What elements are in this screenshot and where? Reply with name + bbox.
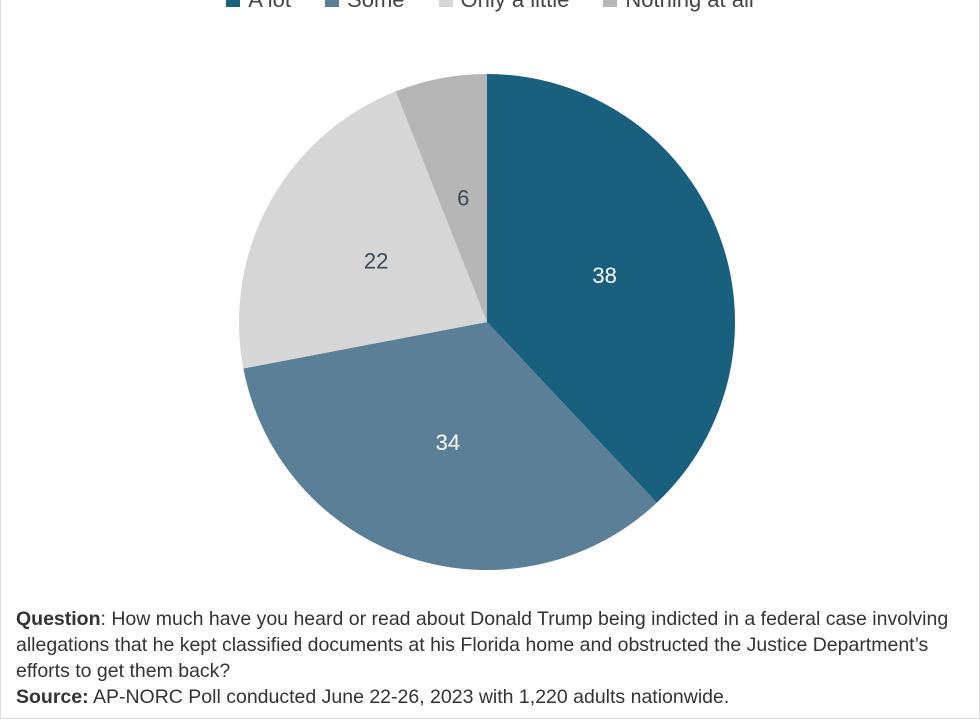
legend-label: Nothing at all bbox=[625, 0, 753, 13]
question-text: : How much have you heard or read about … bbox=[16, 608, 949, 682]
pie-slice-a-lot bbox=[487, 74, 735, 503]
legend-swatch bbox=[438, 0, 453, 7]
slice-label-nothing-at-all: 6 bbox=[457, 185, 469, 210]
legend-label: A lot bbox=[248, 0, 291, 13]
question-label: Question bbox=[16, 608, 101, 630]
legend-swatch bbox=[325, 0, 340, 7]
legend-item-nothing-at-all: Nothing at all bbox=[603, 0, 754, 13]
slice-label-only-a-little: 22 bbox=[364, 249, 388, 274]
legend-swatch bbox=[226, 0, 241, 7]
question-note: Question: How much have you heard or rea… bbox=[16, 606, 971, 684]
legend-label: Some bbox=[347, 0, 404, 13]
pie-slice-nothing-at-all bbox=[395, 74, 487, 322]
pie-slice-some bbox=[243, 322, 657, 570]
slice-label-some: 34 bbox=[436, 430, 460, 455]
legend-item-only-a-little: Only a little bbox=[438, 0, 570, 13]
source-note: Source: AP-NORC Poll conducted June 22-2… bbox=[16, 684, 971, 710]
pie-chart: 38 34 22 6 bbox=[238, 74, 735, 570]
legend-label: Only a little bbox=[461, 0, 570, 13]
legend-item-a-lot: A lot bbox=[226, 0, 291, 13]
legend: A lot Some Only a little Nothing at all bbox=[0, 0, 980, 14]
source-text: AP-NORC Poll conducted June 22-26, 2023 … bbox=[88, 686, 730, 708]
legend-item-some: Some bbox=[325, 0, 405, 13]
legend-swatch bbox=[603, 0, 618, 7]
pie-slice-only-a-little bbox=[238, 91, 487, 369]
source-label: Source: bbox=[16, 686, 89, 708]
chart-notes: Question: How much have you heard or rea… bbox=[16, 606, 971, 710]
slice-label-a-lot: 38 bbox=[592, 263, 616, 288]
